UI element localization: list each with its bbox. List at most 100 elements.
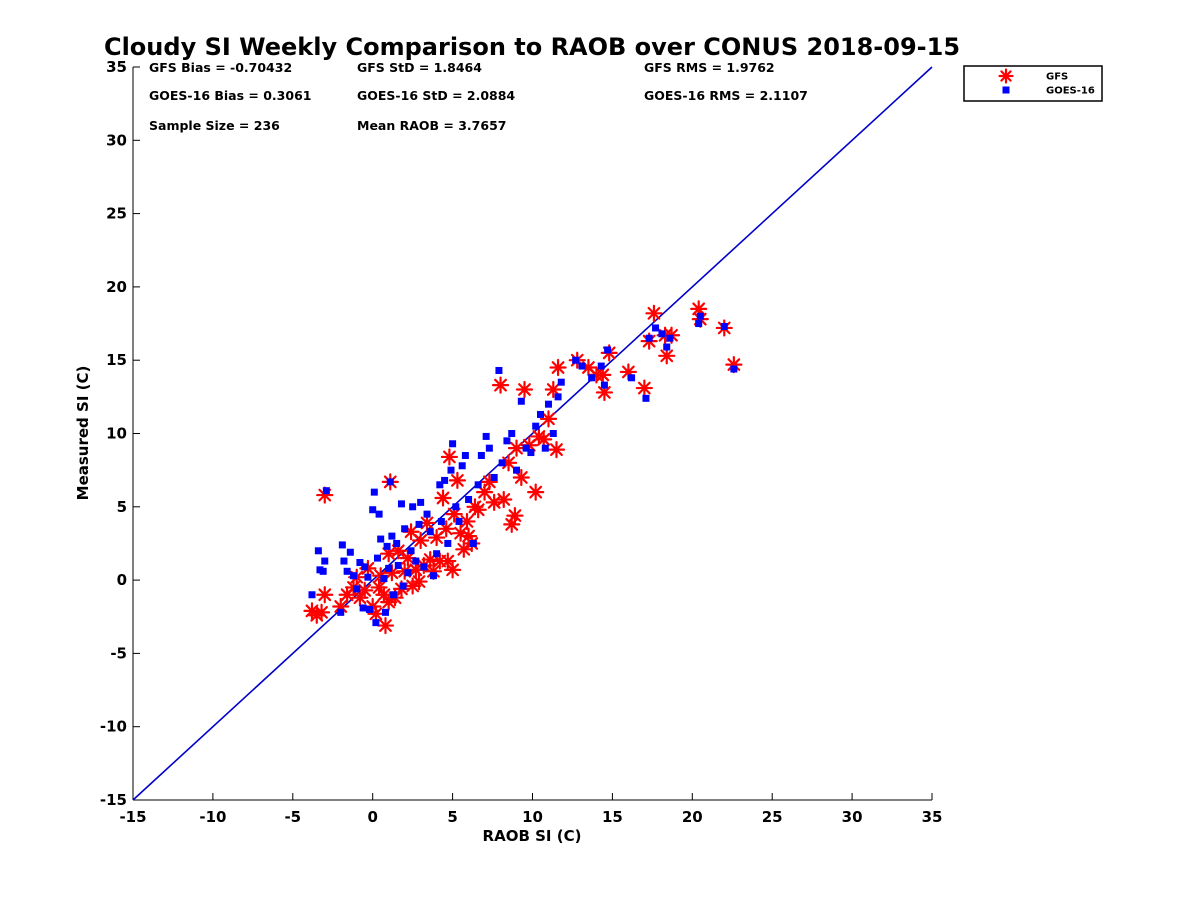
goes16-point	[437, 517, 445, 525]
goes16-point	[645, 334, 653, 342]
goes16-point	[444, 539, 452, 547]
goes16-point	[397, 500, 405, 508]
gfs-point	[527, 483, 545, 501]
x-tick-label: 10	[522, 808, 543, 826]
goes16-point	[321, 557, 329, 565]
x-tick-label: -15	[119, 808, 146, 826]
gfs-point	[535, 430, 553, 448]
goes16-point	[720, 322, 728, 330]
gfs-point	[658, 347, 676, 365]
stat-text: Mean RAOB = 3.7657	[357, 118, 506, 133]
goes16-point	[597, 362, 605, 370]
gfs-point	[491, 376, 510, 394]
x-tick-label: 5	[447, 808, 457, 826]
goes16-point	[604, 346, 612, 354]
goes16-point	[412, 557, 420, 565]
goes16-point	[557, 378, 565, 386]
goes16-point	[343, 567, 351, 575]
goes16-point	[474, 481, 482, 489]
stat-text: Sample Size = 236	[149, 118, 280, 133]
stat-text: GOES-16 RMS = 2.1107	[644, 88, 808, 103]
legend-gfs-marker	[998, 68, 1014, 84]
gfs-point	[434, 489, 452, 507]
goes16-point	[350, 572, 358, 580]
goes16-point	[730, 365, 738, 373]
goes16-point	[429, 572, 437, 580]
goes16-point	[383, 542, 391, 550]
x-tick-label: 25	[762, 808, 783, 826]
goes16-point	[370, 488, 378, 496]
gfs-point	[399, 549, 417, 567]
gfs-point	[444, 561, 462, 579]
goes16-point	[319, 567, 327, 575]
y-tick-label: 0	[117, 571, 127, 589]
goes16-point	[373, 554, 381, 562]
goes16-point	[353, 585, 361, 593]
gfs-point	[549, 358, 567, 377]
gfs-point	[635, 379, 653, 397]
goes16-point	[404, 569, 412, 577]
gfs-point	[547, 441, 566, 459]
gfs-point	[539, 410, 558, 428]
y-tick-label: 20	[106, 278, 127, 296]
x-tick-label: -5	[284, 808, 301, 826]
gfs-point	[507, 439, 526, 457]
goes16-point	[642, 394, 650, 402]
goes16-point	[527, 449, 535, 457]
goes16-point	[549, 430, 557, 437]
plot-points	[303, 300, 743, 635]
x-tick-label: 20	[682, 808, 703, 826]
x-axis-label: RAOB SI (C)	[483, 827, 582, 845]
gfs-point	[439, 552, 457, 570]
goes16-point	[338, 541, 346, 549]
x-tick-label: 30	[842, 808, 863, 826]
stat-text: GFS RMS = 1.9762	[644, 60, 775, 75]
gfs-point	[376, 616, 395, 635]
goes16-point	[503, 437, 511, 445]
goes16-point	[455, 517, 463, 525]
gfs-point	[544, 380, 562, 399]
x-tick-label: 15	[602, 808, 623, 826]
gfs-point	[410, 572, 428, 591]
goes16-point	[469, 539, 477, 547]
goes16-point	[386, 478, 394, 486]
goes16-point	[544, 400, 552, 408]
gfs-point	[495, 490, 513, 509]
gfs-point	[506, 506, 524, 525]
goes16-point	[600, 381, 608, 389]
goes16-point	[588, 374, 596, 382]
goes16-point	[572, 356, 580, 364]
goes16-point	[498, 459, 506, 467]
x-tick-label: 35	[922, 808, 943, 826]
stat-text: GOES-16 StD = 2.0884	[357, 88, 515, 103]
gfs-point	[512, 468, 530, 487]
stat-text: GOES-16 Bias = 0.3061	[149, 88, 311, 103]
goes16-point	[394, 561, 402, 569]
goes16-point	[426, 528, 434, 536]
goes16-point	[385, 564, 393, 572]
legend-label: GFS	[1046, 72, 1068, 83]
y-tick-label: 10	[106, 425, 127, 443]
goes16-point	[436, 481, 444, 489]
gfs-point	[437, 520, 455, 538]
goes16-point	[337, 608, 345, 616]
gfs-point	[412, 531, 430, 550]
x-axis-ticks: -15 -10 -5 0 5 10 15 20 25 30 35	[119, 793, 942, 826]
goes16-point	[482, 432, 490, 440]
goes16-point	[388, 532, 396, 540]
goes16-point	[452, 503, 460, 511]
goes16-point	[536, 410, 544, 418]
stats-block: GFS Bias = -0.70432 GFS StD = 1.8464 GFS R…	[149, 60, 808, 133]
goes16-point	[314, 547, 322, 555]
goes16-point	[532, 422, 540, 430]
goes16-point	[393, 539, 401, 547]
goes16-point	[433, 550, 441, 558]
y-tick-label: -15	[100, 791, 127, 809]
goes16-point	[458, 462, 466, 470]
stat-text: GFS StD = 1.8464	[357, 60, 482, 75]
goes16-point	[441, 476, 449, 484]
x-tick-label: 0	[367, 808, 377, 826]
y-axis-label: Measured SI (C)	[74, 366, 92, 501]
goes16-point	[389, 591, 397, 599]
